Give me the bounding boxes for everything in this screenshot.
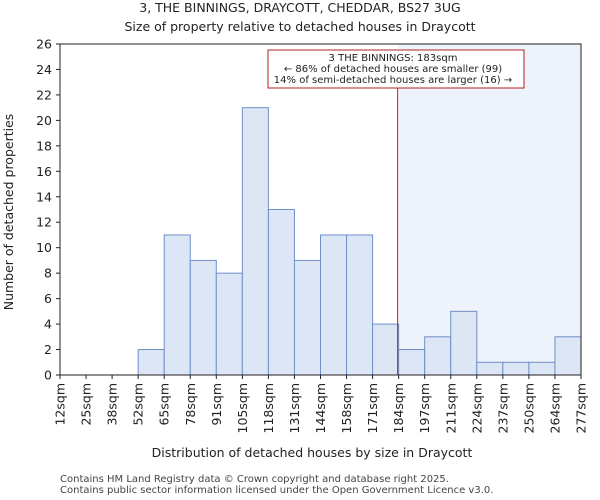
y-tick-label: 8	[44, 266, 52, 281]
x-tick-label: 91sqm	[209, 383, 224, 426]
x-tick-label: 52sqm	[131, 383, 146, 426]
y-tick-label: 6	[44, 291, 52, 306]
x-tick-label: 264sqm	[547, 383, 562, 433]
y-tick-label: 26	[36, 37, 52, 52]
bar-91sqm	[215, 272, 243, 376]
bar-171sqm	[372, 323, 400, 376]
x-tick-label: 78sqm	[183, 383, 198, 426]
x-tick-label: 158sqm	[339, 383, 354, 433]
bar-237sqm	[502, 361, 530, 376]
bar-197sqm	[424, 336, 452, 376]
bar-224sqm	[476, 361, 504, 376]
y-tick-label: 20	[36, 113, 52, 128]
chart-title: 3, THE BINNINGS, DRAYCOTT, CHEDDAR, BS27…	[139, 0, 460, 15]
bar-250sqm	[528, 361, 556, 376]
annotation-line3: 14% of semi-detached houses are larger (…	[274, 75, 512, 86]
x-tick-label: 65sqm	[157, 383, 172, 426]
y-tick-label: 22	[36, 87, 52, 102]
bars	[137, 107, 582, 376]
bar-144sqm	[320, 234, 348, 376]
bar-78sqm	[189, 259, 217, 376]
y-tick-label: 18	[36, 138, 52, 153]
x-tick-label: 197sqm	[417, 383, 432, 433]
x-tick-label: 184sqm	[391, 383, 406, 433]
x-tick-label: 131sqm	[287, 383, 302, 433]
x-axis-label: Distribution of detached houses by size …	[152, 445, 473, 460]
bar-264sqm	[554, 336, 582, 376]
bar-211sqm	[450, 310, 478, 376]
bar-184sqm	[398, 349, 426, 376]
y-tick-label: 14	[36, 189, 52, 204]
y-tick-label: 12	[36, 215, 52, 230]
y-tick-label: 24	[36, 62, 52, 77]
y-tick-label: 10	[36, 240, 52, 255]
x-tick-label: 171sqm	[365, 383, 380, 433]
x-tick-label: 250sqm	[521, 383, 536, 433]
y-tick-label: 16	[36, 164, 52, 179]
x-tick-label: 224sqm	[469, 383, 484, 433]
footer-line-2: Contains public sector information licen…	[60, 485, 494, 496]
highlight-region	[398, 44, 581, 375]
y-axis-label: Number of detached properties	[1, 114, 16, 311]
chart-subtitle: Size of property relative to detached ho…	[124, 19, 475, 34]
bar-105sqm	[241, 107, 269, 376]
x-tick-label: 211sqm	[443, 383, 458, 433]
bar-52sqm	[137, 349, 165, 376]
annotation-line2: ← 86% of detached houses are smaller (99…	[284, 64, 502, 75]
annotation-line1: 3 THE BINNINGS: 183sqm	[329, 53, 458, 64]
x-tick-label: 105sqm	[235, 383, 250, 433]
footer-line-1: Contains HM Land Registry data © Crown c…	[60, 474, 449, 485]
annotation-box: 3 THE BINNINGS: 183sqm ← 86% of detached…	[267, 49, 525, 89]
x-tick-label: 38sqm	[105, 383, 120, 426]
bar-158sqm	[346, 234, 374, 376]
bar-131sqm	[293, 259, 322, 376]
x-tick-label: 118sqm	[261, 383, 276, 433]
x-axis: 12sqm 25sqm 38sqm 52sqm 65sqm 78sqm 91sqm 105sq…	[53, 375, 589, 433]
x-tick-label: 277sqm	[574, 383, 589, 433]
y-tick-label: 0	[44, 368, 52, 383]
x-tick-label: 144sqm	[313, 383, 328, 433]
x-tick-label: 237sqm	[495, 383, 510, 433]
x-tick-label: 12sqm	[53, 383, 68, 426]
bar-65sqm	[163, 234, 191, 376]
x-tick-label: 25sqm	[79, 383, 94, 426]
y-tick-label: 4	[44, 317, 52, 332]
bar-118sqm	[267, 209, 295, 376]
y-tick-label: 2	[44, 342, 52, 357]
